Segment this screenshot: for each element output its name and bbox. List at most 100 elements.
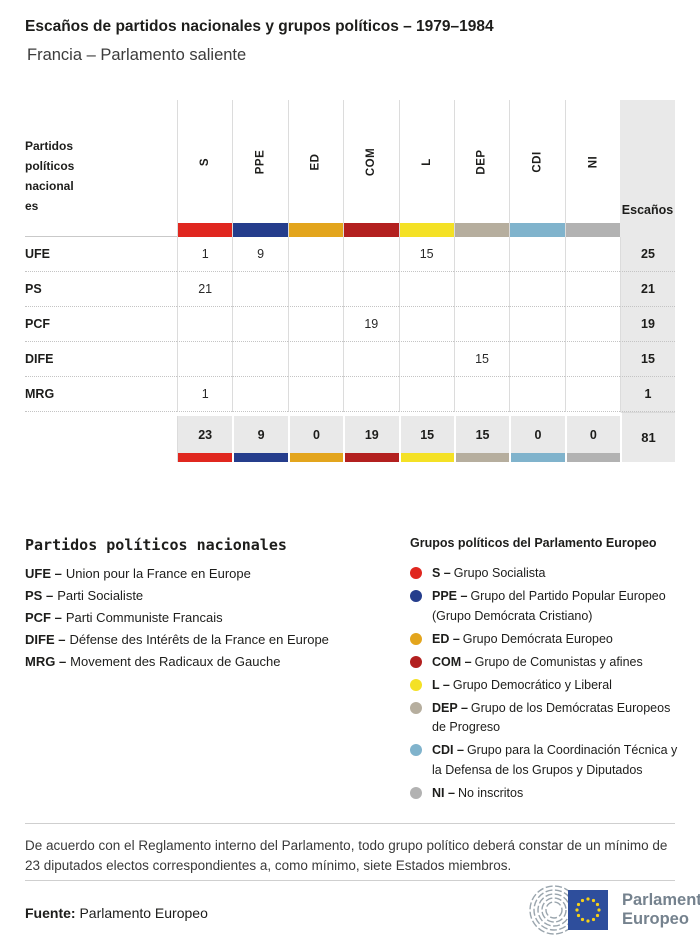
divider-line [25,880,675,881]
group-color-dot [410,655,422,668]
group-color-bar-dep [453,223,510,237]
corner-line: nacional [25,179,74,193]
column-header-ni: NI [564,100,620,223]
total-color-bar [566,453,620,462]
row-label: PCF [25,307,177,342]
column-header-ppe: PPE [232,100,287,223]
table-cell [287,307,344,342]
group-color-dot [410,678,422,691]
group-color-dot [410,567,422,579]
totals-cell: 19 [343,416,399,462]
table-cell [232,377,288,412]
table-cell [287,377,344,412]
table-cell [343,237,399,272]
ep-logo-text: Parlamento Europeo [622,891,700,928]
table-cell [177,307,233,342]
table-cell [343,342,399,377]
table-cell [564,237,620,272]
total-color-bar [289,453,344,462]
legend-party-item: UFE – Union pour la France en Europe [25,566,251,581]
totals-cell: 0 [509,416,565,462]
row-label: UFE [25,237,177,272]
row-label: MRG [25,377,177,412]
total-color-bar [400,453,454,462]
corner-line: Partidos [25,139,74,153]
column-header-cdi: CDI [509,100,564,223]
row-total: 25 [620,237,675,272]
column-header-l: L [398,100,454,223]
table-cell [343,377,399,412]
table-cell [343,272,399,307]
source-line: Fuente: Parlamento Europeo [25,905,208,921]
table-cell [287,272,344,307]
group-color-dot [410,632,422,645]
grand-total: 81 [620,412,675,462]
legend-party-item: DIFE – Défense des Intérêts de la France … [25,632,329,647]
table-cell [564,307,620,342]
legend-group-item: ED – Grupo Demócrata Europeo [410,630,680,650]
legend-group-item: DEP – Grupo de los Demócratas Europeos de… [410,699,680,738]
legend-group-item: S – Grupo Socialista [410,564,680,584]
legend-groups-heading: Grupos políticos del Parlamento Europeo [410,536,657,550]
group-color-dot [410,744,422,756]
table-cell: 19 [343,307,399,342]
legend-party-item: MRG – Movement des Radicaux de Gauche [25,654,281,669]
legend-group-item: PPE – Grupo del Partido Popular Europeo (… [410,587,680,626]
group-color-bar-s [177,223,233,237]
column-header-seats: Escaños [620,100,675,237]
legend-group-item: COM – Grupo de Comunistas y afines [410,653,680,673]
table-cell [564,272,620,307]
ep-hemicycle-flag-icon [529,885,608,935]
divider-line [25,823,675,824]
table-cell [398,307,454,342]
table-cell [232,342,288,377]
corner-line: es [25,199,39,213]
row-total: 21 [620,272,675,307]
group-color-bar-l [398,223,454,237]
legend-national-parties: Partidos políticos nacionales UFE – Union… [25,536,395,677]
footnote: De acuerdo con el Reglamento interno del… [25,838,668,873]
table-cell [453,237,510,272]
source-text: Parlamento Europeo [79,905,208,921]
column-header-ed: ED [287,100,343,223]
group-color-bar-ni [564,223,620,237]
page-subtitle: Francia – Parlamento saliente [27,46,247,64]
source-label: Fuente: [25,905,76,921]
page-title: Escaños de partidos nacionales y grupos … [25,18,494,35]
column-header-s: S [177,100,232,223]
table-cell [509,342,565,377]
table-cell: 1 [177,377,233,412]
seats-table: Partidos políticos nacional es S PPE ED … [25,100,675,462]
table-cell [177,342,233,377]
totals-row-label [25,412,177,462]
group-color-dot [410,590,422,602]
legend-group-item: L – Grupo Democrático y Liberal [410,676,680,696]
ep-logo: Parlamento Europeo [526,884,700,936]
legend-party-item: PS – Parti Socialiste [25,588,144,603]
table-cell: 1 [177,237,233,272]
row-total: 1 [620,377,675,412]
totals-cell: 23 [177,416,233,462]
totals-cell: 15 [453,416,510,462]
table-cell [398,342,454,377]
totals-cell: 15 [398,416,454,462]
legend-party-item: PCF – Parti Communiste Francais [25,610,223,625]
table-cell [509,307,565,342]
group-color-bar-ppe [232,223,288,237]
table-cell [453,272,510,307]
table-cell [453,307,510,342]
legend-group-item: NI – No inscritos [410,784,680,804]
legend-political-groups: Grupos políticos del Parlamento Europeo … [410,536,680,807]
table-cell [232,307,288,342]
row-total: 15 [620,342,675,377]
group-color-bar-cdi [509,223,565,237]
table-cell [509,237,565,272]
table-cell [564,342,620,377]
row-label: DIFE [25,342,177,377]
totals-cell: 0 [287,416,344,462]
column-header-com: COM [343,100,398,223]
row-label: PS [25,272,177,307]
total-color-bar [178,453,233,462]
group-color-bar-ed [287,223,344,237]
